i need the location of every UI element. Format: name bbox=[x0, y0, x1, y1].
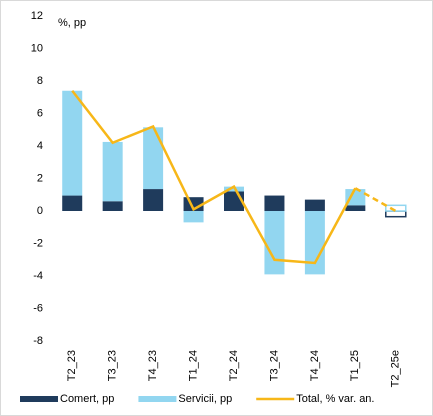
y-tick-label: 2 bbox=[37, 172, 43, 184]
x-tick-label: T2_25e bbox=[390, 350, 402, 387]
x-tick-label: T4_23 bbox=[147, 350, 159, 381]
legend-label: Comert, pp bbox=[60, 393, 114, 405]
unit-annotation: %, pp bbox=[58, 17, 86, 29]
bar bbox=[143, 127, 164, 190]
x-tick-label: T3_23 bbox=[107, 350, 119, 381]
legend-label: Servicii, pp bbox=[178, 393, 232, 405]
bar bbox=[385, 210, 407, 218]
x-tick-label: T2_23 bbox=[66, 350, 78, 381]
y-tick-label: -6 bbox=[33, 302, 43, 314]
y-tick-label: -8 bbox=[33, 335, 43, 347]
bar bbox=[264, 211, 285, 275]
bar bbox=[385, 204, 407, 212]
bar bbox=[304, 199, 325, 211]
y-tick-label: 10 bbox=[31, 42, 43, 54]
bar bbox=[102, 201, 123, 211]
y-tick-label: 6 bbox=[37, 107, 43, 119]
line-estimate bbox=[354, 187, 397, 213]
y-tick-label: 0 bbox=[37, 205, 43, 217]
legend-swatch bbox=[20, 396, 58, 402]
x-tick-label: T1_25 bbox=[349, 350, 361, 381]
y-tick-label: -2 bbox=[33, 237, 43, 249]
x-tick-label: T4_24 bbox=[309, 350, 321, 381]
y-tick-label: -4 bbox=[33, 270, 43, 282]
y-tick-label: 4 bbox=[37, 140, 43, 152]
bar bbox=[143, 189, 164, 211]
x-tick-label: T1_24 bbox=[187, 350, 199, 381]
bar bbox=[62, 195, 83, 211]
legend-swatch bbox=[138, 396, 177, 402]
x-tick-label: T3_24 bbox=[268, 350, 280, 381]
bar bbox=[62, 90, 83, 196]
bar bbox=[345, 205, 366, 211]
legend-label: Total, % var. an. bbox=[296, 393, 374, 405]
x-tick-label: T2_24 bbox=[228, 350, 240, 381]
bar bbox=[304, 211, 325, 275]
y-tick-label: 8 bbox=[37, 75, 43, 87]
bar bbox=[183, 211, 204, 223]
bar bbox=[264, 195, 285, 211]
y-tick-label: 12 bbox=[31, 10, 43, 22]
line-series bbox=[71, 89, 357, 265]
bar bbox=[345, 189, 366, 206]
bar bbox=[102, 141, 123, 202]
